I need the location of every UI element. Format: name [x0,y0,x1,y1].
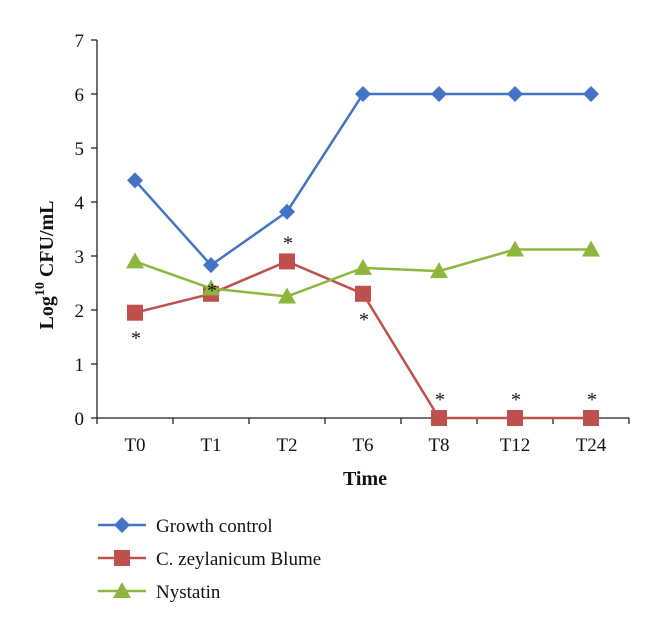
y-tick-label: 6 [75,85,85,106]
legend-label: Growth control [156,516,273,537]
y-axis-title: Log10 CFU/mL [33,200,58,329]
significance-asterisk: * [511,389,521,411]
series-diamond [127,86,599,274]
data-point-triangle [354,258,372,275]
y-tick-label: 5 [75,139,85,160]
series-line [134,92,591,267]
data-point-diamond [203,257,219,274]
legend-marker-square [114,550,130,566]
significance-asterisk: * [283,232,293,254]
legend-item: Nystatin [98,582,221,603]
annotation-layer: * * * * * * * [131,232,597,411]
x-tick-label: T0 [124,435,145,456]
x-tick-label: T2 [276,435,297,456]
x-tick-label: T12 [500,435,531,456]
legend-label: C. zeylanicum Blume [156,549,321,570]
legend-marker-triangle [113,582,131,598]
data-point-triangle [278,287,296,304]
significance-asterisk: * [435,389,445,411]
data-point-diamond [127,172,143,189]
data-point-diamond [431,86,447,102]
significance-asterisk: * [359,309,369,331]
series-layer [126,86,600,426]
x-axis-ticks: T0 T1 T2 T6 T8 T12 T24 [96,418,630,456]
data-point-square [127,304,143,321]
data-point-square [279,253,295,270]
data-point-triangle [506,240,524,257]
data-point-triangle [430,262,448,279]
data-point-square [355,285,371,302]
x-tick-label: T8 [428,435,449,456]
x-tick-label: T6 [352,435,373,456]
y-tick-label: 1 [75,355,85,376]
data-point-triangle [582,240,600,257]
x-tick-label: T24 [576,435,607,456]
data-point-diamond [583,86,599,102]
legend-item: Growth control [98,516,273,537]
data-point-diamond [355,86,371,102]
data-point-triangle [126,252,144,269]
y-tick-label: 0 [75,409,85,430]
legend: Growth control C. zeylanicum Blume Nystati… [98,516,321,603]
significance-asterisk: * [131,328,141,350]
y-axis-ticks: 0 1 2 3 4 5 6 7 [75,31,97,430]
data-point-square [431,410,447,426]
y-axis-title-rest: CFU/mL [36,200,58,282]
y-tick-label: 2 [75,301,85,322]
significance-asterisk: * [207,280,217,302]
data-point-square [583,410,599,426]
x-tick-label: T1 [200,435,221,456]
y-tick-label: 4 [75,193,85,214]
data-point-diamond [279,203,295,220]
series-triangle [126,240,600,304]
legend-label: Nystatin [156,582,221,603]
data-point-diamond [507,86,523,102]
y-axis-title-sup: 10 [33,282,48,296]
y-tick-label: 3 [75,247,85,268]
data-point-triangle [202,279,220,296]
y-tick-label: 7 [75,31,85,52]
data-point-square [507,410,523,426]
significance-asterisk: * [587,389,597,411]
legend-item: C. zeylanicum Blume [98,549,321,570]
legend-marker-diamond [114,517,130,533]
series-square [127,253,599,426]
x-axis-title: Time [343,468,387,490]
y-axis-title-base: Log [36,296,58,329]
